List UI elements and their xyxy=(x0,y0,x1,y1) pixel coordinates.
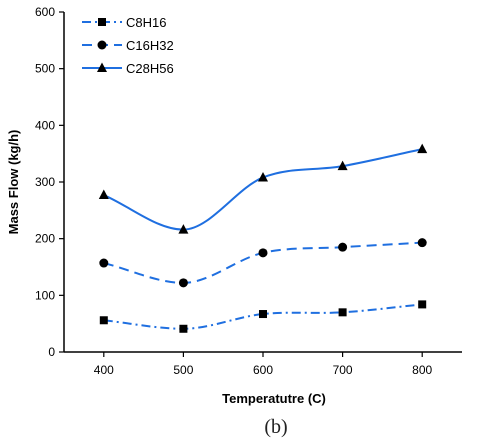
y-axis-title: Mass Flow (kg/h) xyxy=(6,130,21,235)
y-tick-label: 400 xyxy=(35,118,55,132)
data-point-c16h32 xyxy=(417,238,427,248)
data-point-c28h56 xyxy=(417,143,428,154)
data-point-c8h16 xyxy=(418,300,427,309)
panel-label: (b) xyxy=(264,416,287,438)
x-tick-label: 400 xyxy=(94,363,114,377)
series-line-c28h56 xyxy=(103,148,423,231)
data-point-c16h32 xyxy=(99,258,109,268)
y-tick-label: 200 xyxy=(35,232,55,246)
data-point-c16h32 xyxy=(338,242,348,252)
data-point-c28h56 xyxy=(337,160,348,171)
y-tick-label: 0 xyxy=(48,345,55,359)
x-tick-label: 600 xyxy=(253,363,273,377)
legend-marker xyxy=(97,40,107,50)
y-tick-label: 600 xyxy=(35,5,55,19)
x-axis-title: Temperatutre (C) xyxy=(222,391,326,406)
series-layer xyxy=(98,143,428,333)
data-point-c16h32 xyxy=(258,248,268,258)
data-point-c8h16 xyxy=(99,316,108,325)
data-point-c28h56 xyxy=(258,171,268,182)
y-tick-label: 500 xyxy=(35,62,55,76)
series-line-c8h16 xyxy=(103,303,423,330)
x-tick-label: 700 xyxy=(333,363,353,377)
data-point-c28h56 xyxy=(98,189,109,200)
legend-label: C28H56 xyxy=(126,61,174,76)
data-point-c8h16 xyxy=(338,308,347,317)
data-point-c8h16 xyxy=(259,310,267,319)
y-tick-label: 300 xyxy=(35,175,55,189)
data-point-c28h56 xyxy=(178,224,189,234)
axes-layer xyxy=(63,12,462,353)
x-tick-label: 500 xyxy=(173,363,193,377)
legend-label: C8H16 xyxy=(126,15,166,30)
data-point-c16h32 xyxy=(178,278,188,288)
y-tick-label: 100 xyxy=(35,288,55,302)
data-point-c8h16 xyxy=(179,324,188,333)
ticks-layer: 0 100 200 300 400 500 600 400 500 600 700 800 xyxy=(35,5,433,377)
legend-label: C16H32 xyxy=(126,38,174,53)
legend-marker xyxy=(98,18,106,26)
legend-marker xyxy=(97,62,107,72)
x-tick-label: 800 xyxy=(412,363,432,377)
legend: C8H16 C16H32 C28H56 xyxy=(82,15,174,76)
